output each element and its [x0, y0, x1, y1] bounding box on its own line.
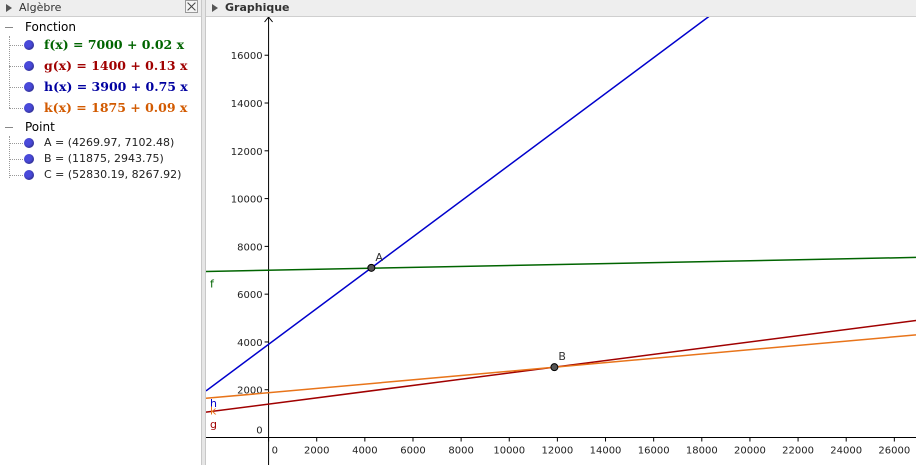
function-line-f [206, 256, 916, 273]
visibility-dot-icon[interactable] [24, 138, 34, 148]
collapse-minus-icon[interactable] [5, 27, 13, 28]
x-tick-label: 8000 [448, 446, 473, 457]
function-f-definition[interactable]: f(x) = 7000 + 0.02 x [44, 37, 185, 52]
x-tick-label: 10000 [493, 446, 525, 457]
point-b-definition[interactable]: B = (11875, 2943.75) [44, 152, 164, 165]
group-label-fonction: Fonction [25, 20, 77, 34]
visibility-dot-icon[interactable] [24, 103, 34, 113]
tree-connector [9, 159, 23, 160]
x-tick-label: 26000 [878, 446, 910, 457]
visibility-dot-icon[interactable] [24, 61, 34, 71]
y-tick-label: 10000 [231, 195, 263, 206]
tree-connector [9, 108, 23, 109]
y-axis-arrow-icon [264, 17, 273, 23]
y-tick-label: 2000 [237, 386, 262, 397]
algebra-titlebar[interactable]: Algèbre [0, 0, 201, 17]
x-tick-label: 12000 [541, 446, 573, 457]
y-tick-label: 14000 [231, 99, 263, 110]
visibility-dot-icon[interactable] [24, 170, 34, 180]
collapse-minus-icon[interactable] [5, 127, 13, 128]
point-label-a: A [375, 251, 383, 264]
y-tick-label: 12000 [231, 147, 263, 158]
visibility-dot-icon[interactable] [24, 154, 34, 164]
y-tick-label: 4000 [237, 338, 262, 349]
tree-connector [9, 45, 23, 46]
tree-line [9, 136, 10, 178]
point-a [367, 263, 376, 272]
x-tick-label: 20000 [734, 446, 766, 457]
visibility-dot-icon[interactable] [24, 82, 34, 92]
x-tick-label: 18000 [686, 446, 718, 457]
tree-connector [9, 87, 23, 88]
tree-connector [9, 175, 23, 176]
function-label-k: k [210, 404, 217, 417]
x-tick-label: 14000 [590, 446, 622, 457]
y-tick-label: 16000 [231, 51, 263, 62]
graphics-title: Graphique [225, 1, 290, 14]
graphics-view: Graphique 0 2000 4000 6000 8000 10000 12000 140… [206, 0, 916, 465]
x-tick-label: 16000 [638, 446, 670, 457]
graphics-titlebar[interactable]: Graphique [206, 0, 916, 17]
function-line-h [206, 17, 710, 392]
algebra-title: Algèbre [19, 1, 62, 14]
point-c-definition[interactable]: C = (52830.19, 8267.92) [44, 168, 182, 181]
function-label-g: g [210, 418, 217, 431]
group-label-point: Point [25, 120, 55, 134]
visibility-dot-icon[interactable] [24, 40, 34, 50]
tree-connector [9, 66, 23, 67]
function-g-definition[interactable]: g(x) = 1400 + 0.13 x [44, 58, 188, 73]
x-tick-label: 6000 [400, 446, 425, 457]
y-tick-label: 8000 [237, 242, 262, 253]
point-label-b: B [558, 350, 566, 363]
function-h-definition[interactable]: h(x) = 3900 + 0.75 x [44, 79, 188, 94]
x-tick-label: 22000 [782, 446, 814, 457]
point-b [550, 363, 559, 372]
tree-connector [9, 143, 23, 144]
x-tick-label: 24000 [830, 446, 862, 457]
x-tick-label: 0 [272, 446, 278, 457]
close-icon[interactable] [185, 0, 198, 13]
tree-line [9, 36, 10, 108]
function-line-k [206, 334, 916, 400]
collapse-triangle-icon[interactable] [6, 4, 12, 12]
x-tick-label: 2000 [304, 446, 329, 457]
function-label-f: f [210, 278, 215, 291]
algebra-view: Algèbre Fonction f(x) = 7000 + 0.02 x g(… [0, 0, 201, 465]
function-k-definition[interactable]: k(x) = 1875 + 0.09 x [44, 100, 188, 115]
y-tick-label: 0 [256, 426, 262, 437]
function-label-h: h [210, 397, 217, 410]
panel-divider[interactable] [201, 0, 206, 465]
y-tick-label: 6000 [237, 290, 262, 301]
collapse-triangle-icon[interactable] [212, 4, 218, 12]
x-tick-label: 4000 [352, 446, 377, 457]
point-a-definition[interactable]: A = (4269.97, 7102.48) [44, 136, 175, 149]
plot-canvas[interactable]: 0 2000 4000 6000 8000 10000 12000 14000 16000 180… [206, 17, 916, 465]
